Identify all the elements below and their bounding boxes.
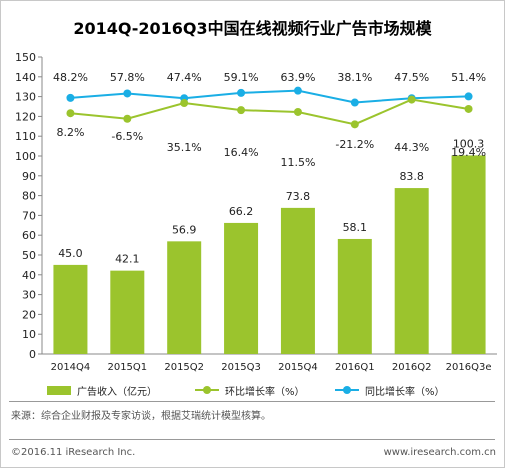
yoy-label: 38.1% bbox=[337, 71, 372, 84]
legend-label-yoy: 同比增长率（%） bbox=[365, 386, 445, 398]
y-tick-label: 20 bbox=[22, 308, 36, 321]
bar-value-label: 66.2 bbox=[229, 205, 254, 218]
qoq-label: 8.2% bbox=[56, 126, 84, 139]
qoq-line bbox=[70, 98, 469, 126]
qoq-point bbox=[293, 107, 302, 116]
legend-label-qoq: 环比增长率（%） bbox=[225, 386, 305, 398]
yoy-label: 59.1% bbox=[224, 71, 259, 84]
qoq-label: 11.5% bbox=[280, 156, 315, 169]
y-tick-label: 140 bbox=[15, 71, 36, 84]
legend-item-yoy: 同比增长率（%） bbox=[335, 382, 445, 398]
bar-value-label: 73.8 bbox=[286, 190, 311, 203]
bar bbox=[337, 238, 372, 354]
y-tick-label: 0 bbox=[29, 348, 36, 361]
qoq-point bbox=[66, 109, 75, 118]
y-tick-label: 100 bbox=[15, 150, 36, 163]
qoq-label: 16.4% bbox=[224, 146, 259, 159]
bar-value-label: 42.1 bbox=[115, 253, 140, 266]
bar bbox=[53, 264, 88, 354]
legend-item-bar: 广告收入（亿元） bbox=[47, 382, 157, 398]
y-tick-label: 130 bbox=[15, 91, 36, 104]
bar-value-label: 45.0 bbox=[58, 247, 83, 260]
bar bbox=[110, 270, 145, 354]
bar bbox=[280, 207, 315, 354]
y-tick-label: 90 bbox=[22, 170, 36, 183]
yoy-label: 63.9% bbox=[280, 71, 315, 84]
yoy-label: 48.2% bbox=[53, 71, 88, 84]
y-tick-label: 80 bbox=[22, 190, 36, 203]
yoy-point bbox=[237, 88, 246, 97]
copyright: ©2016.11 iResearch Inc. bbox=[11, 447, 136, 458]
divider-top bbox=[9, 401, 495, 402]
y-tick-label: 120 bbox=[15, 110, 36, 123]
y-tick-label: 40 bbox=[22, 269, 36, 282]
chart-svg: 0 10 20 30 40 50 60 70 80 90 100 110 120 130 140 150 45.… bbox=[15, 51, 497, 373]
yoy-point bbox=[293, 86, 302, 95]
legend-swatch-bar bbox=[47, 385, 71, 395]
x-tick-label: 2016Q2 bbox=[392, 362, 432, 373]
y-tick-label: 60 bbox=[22, 229, 36, 242]
x-tick-label: 2016Q3e bbox=[446, 362, 492, 373]
legend-item-qoq: 环比增长率（%） bbox=[195, 382, 305, 398]
qoq-point bbox=[180, 99, 189, 108]
yoy-point bbox=[66, 93, 75, 102]
y-tick-label: 150 bbox=[15, 51, 36, 64]
qoq-point bbox=[123, 114, 132, 123]
bar bbox=[394, 188, 429, 354]
divider-bottom bbox=[9, 439, 495, 440]
x-tick-label: 2015Q1 bbox=[107, 362, 147, 373]
chart-title: 2014Q-2016Q3中国在线视频行业广告市场规模 bbox=[73, 19, 432, 38]
bar-value-label: 56.9 bbox=[172, 223, 197, 236]
qoq-label: 35.1% bbox=[167, 141, 202, 154]
yoy-label: 57.8% bbox=[110, 71, 145, 84]
yoy-label: 47.4% bbox=[167, 71, 202, 84]
x-tick-label: 2016Q1 bbox=[335, 362, 375, 373]
x-tick-label: 2014Q4 bbox=[51, 362, 91, 373]
yoy-point bbox=[123, 89, 132, 98]
yoy-point bbox=[464, 92, 473, 101]
qoq-point bbox=[237, 106, 246, 115]
x-tick-label: 2015Q4 bbox=[278, 362, 318, 373]
qoq-label: 19.4% bbox=[451, 146, 486, 159]
qoq-point bbox=[350, 120, 359, 129]
qoq-label: 44.3% bbox=[394, 141, 429, 154]
x-tick-label: 2015Q2 bbox=[164, 362, 204, 373]
yoy-line bbox=[70, 89, 469, 104]
source-note: 来源：综合企业财报及专家访谈，根据艾瑞统计模型核算。 bbox=[11, 411, 271, 422]
legend-label-bar: 广告收入（亿元） bbox=[77, 386, 157, 398]
bar-value-label: 83.8 bbox=[399, 170, 424, 183]
y-tick-label: 30 bbox=[22, 289, 36, 302]
website: www.iresearch.com.cn bbox=[383, 447, 496, 458]
legend-swatch-qoq bbox=[195, 386, 219, 394]
yoy-point bbox=[350, 98, 359, 107]
x-tick-label: 2015Q3 bbox=[221, 362, 261, 373]
y-tick-label: 10 bbox=[22, 328, 36, 341]
bar bbox=[167, 241, 202, 354]
bar bbox=[224, 222, 259, 354]
qoq-point bbox=[464, 104, 473, 113]
bar-value-label: 58.1 bbox=[343, 221, 368, 234]
bar bbox=[451, 155, 486, 354]
qoq-label: -21.2% bbox=[335, 138, 374, 151]
y-tick-label: 50 bbox=[22, 249, 36, 262]
bar-value-label: 100.3 bbox=[453, 137, 485, 150]
yoy-label: 47.5% bbox=[394, 71, 429, 84]
qoq-point bbox=[407, 95, 416, 104]
qoq-label: -6.5% bbox=[111, 130, 143, 143]
y-tick-label: 70 bbox=[22, 209, 36, 222]
legend-swatch-yoy bbox=[335, 386, 359, 394]
y-tick-label: 110 bbox=[15, 130, 36, 143]
yoy-label: 51.4% bbox=[451, 71, 486, 84]
